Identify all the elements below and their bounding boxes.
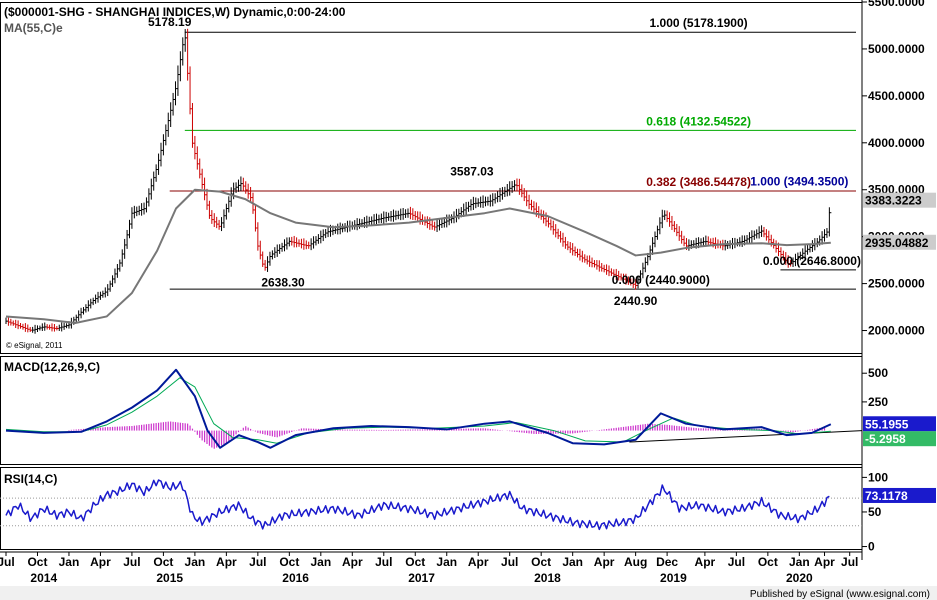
x-month-label: Jan (436, 555, 457, 569)
x-month-label: Apr (90, 555, 111, 569)
x-year-label: 2014 (30, 571, 57, 585)
rsi-panel (0, 467, 863, 550)
rsi-ytick-label: 0 (868, 540, 875, 554)
signal-last-label-bg (863, 431, 936, 447)
macd-last-label: 55.1955 (865, 417, 909, 431)
ma-line (5, 188, 831, 325)
macd-ytick-label: 500 (868, 366, 888, 380)
macd-panel (0, 356, 863, 465)
x-month-label: Oct (531, 555, 551, 569)
price-annotation: 5178.19 (148, 15, 192, 29)
macd-title: MACD(12,26,9,C) (4, 360, 100, 374)
x-month-label: Jan (185, 555, 206, 569)
rsi-last-label-bg (863, 487, 936, 503)
last-price-label: 3383.3223 (865, 194, 922, 208)
x-month-label: Jul (249, 555, 266, 569)
price-ytick-label: 2000.0000 (868, 324, 925, 338)
x-month-label: Jul (123, 555, 140, 569)
x-month-label: Aug (624, 555, 647, 569)
price-ytick-label: 4000.0000 (868, 136, 925, 150)
x-year-label: 2017 (408, 571, 435, 585)
x-month-label: Jul (728, 555, 745, 569)
x-month-label: Apr (342, 555, 363, 569)
x-month-label: Jan (562, 555, 583, 569)
rsi-ytick-label: 50 (868, 505, 882, 519)
rsi-line (5, 479, 830, 531)
x-month-label: Jan (59, 555, 80, 569)
macd-signal-line (5, 377, 831, 444)
last-ma-label: 2935.04882 (865, 236, 929, 250)
x-year-label: 2015 (156, 571, 183, 585)
x-month-label: Oct (758, 555, 778, 569)
x-month-label: Jul (0, 555, 15, 569)
x-month-label: Jul (501, 555, 518, 569)
x-year-label: 2018 (534, 571, 561, 585)
x-month-label: Jan (310, 555, 331, 569)
chart-title: ($000001-SHG - SHANGHAI INDICES,W) Dynam… (4, 5, 346, 19)
price-annotation: 2638.30 (261, 276, 305, 290)
price-annotation: 0.000 (2440.9000) (612, 273, 710, 287)
price-annotation: 3587.03 (450, 165, 494, 179)
footer-text: Published by eSignal (www.esignal.com) (750, 589, 930, 600)
macd-trendline (629, 430, 863, 443)
price-ytick-label: 2500.0000 (868, 277, 925, 291)
ma-legend: MA(55,C)e (4, 21, 63, 35)
x-year-label: 2019 (660, 571, 687, 585)
x-month-label: Apr (814, 555, 835, 569)
signal-last-label: -5.2958 (865, 432, 906, 446)
macd-last-label-bg (863, 416, 936, 432)
x-month-label: Oct (153, 555, 173, 569)
rsi-title: RSI(14,C) (4, 472, 57, 486)
x-month-label: Apr (468, 555, 489, 569)
x-month-label: Jul (841, 555, 858, 569)
x-year-label: 2020 (786, 571, 813, 585)
price-annotation: 0.000 (2646.8000) (763, 254, 861, 268)
price-annotation: 0.618 (4132.54522) (646, 114, 751, 128)
price-ytick-label: 5000.0000 (868, 42, 925, 56)
rsi-ytick-label: 100 (868, 470, 888, 484)
macd-line (5, 368, 832, 449)
x-month-label: Dec (656, 555, 678, 569)
price-bars (5, 28, 832, 334)
x-month-label: Jul (375, 555, 392, 569)
x-month-label: Apr (594, 555, 615, 569)
x-month-label: Oct (279, 555, 299, 569)
rsi-last-label: 73.1178 (865, 489, 908, 503)
last-price-label-bg (863, 192, 936, 208)
price-annotation: 0.382 (3486.54478) (646, 175, 751, 189)
x-month-label: Oct (405, 555, 425, 569)
footer-bar (0, 586, 937, 600)
copyright-text: © eSignal, 2011 (6, 341, 63, 350)
x-month-label: Apr (695, 555, 716, 569)
x-month-label: Jan (789, 555, 810, 569)
price-ytick-label: 5500.0000 (868, 0, 925, 9)
last-ma-label-bg (863, 234, 936, 250)
price-annotation: 2440.90 (614, 294, 658, 308)
price-annotation: 1.000 (3494.3500) (750, 174, 848, 188)
x-year-label: 2016 (282, 571, 309, 585)
price-ytick-label: 4500.0000 (868, 89, 925, 103)
x-month-label: Oct (27, 555, 47, 569)
macd-ytick-label: 250 (868, 395, 888, 409)
x-month-label: Apr (216, 555, 237, 569)
macd-histogram (68, 421, 826, 449)
price-annotation: 1.000 (5178.1900) (650, 16, 748, 30)
